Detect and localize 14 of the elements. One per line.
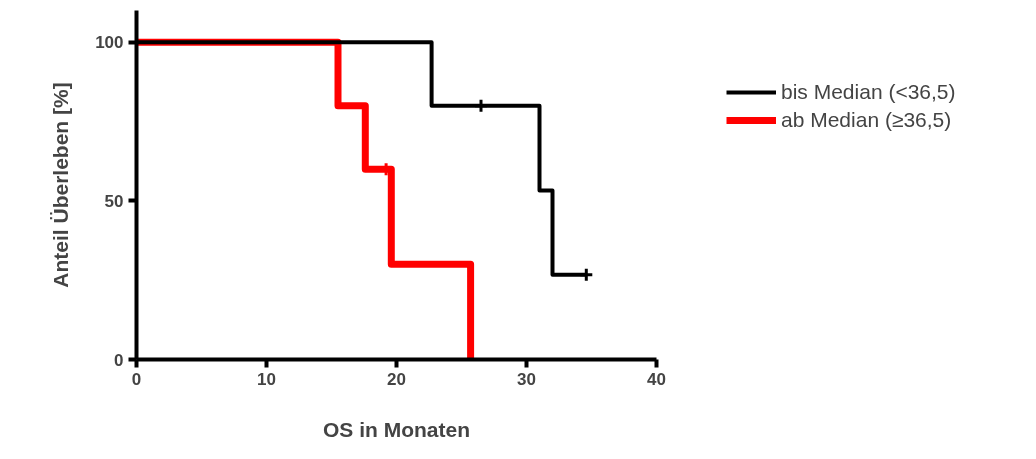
legend-label: ab Median (≥36,5) (781, 108, 952, 132)
y-axis-title: Anteil Überleben [%] (49, 82, 73, 288)
point (578, 267, 594, 283)
x-tick-label: 30 (517, 369, 536, 389)
y-tick-label: 100 (95, 33, 124, 53)
x-tick-label: 20 (387, 369, 406, 389)
y-tick-label: 50 (104, 191, 124, 211)
x-tick-label: 10 (257, 369, 276, 389)
legend-label: bis Median (<36,5) (781, 80, 956, 104)
point (473, 98, 489, 114)
x-tick-label: 0 (131, 369, 142, 389)
x-tick-label: 40 (647, 369, 666, 389)
x-axis-title: OS in Monaten (323, 417, 470, 441)
y-tick-label: 0 (114, 350, 124, 370)
